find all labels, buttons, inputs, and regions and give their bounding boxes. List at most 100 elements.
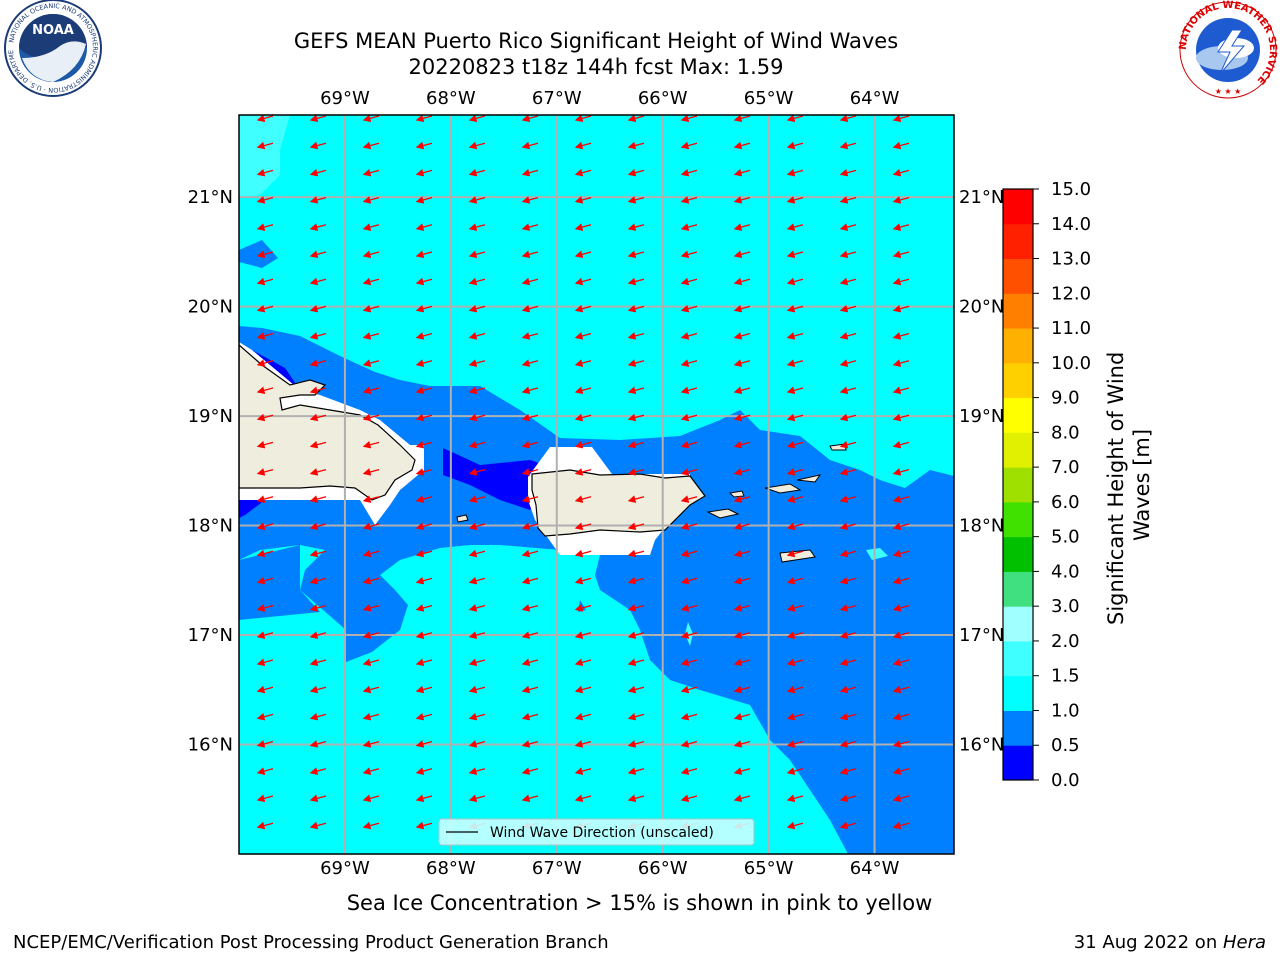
wind-wave-arrow [362, 767, 380, 775]
wind-wave-arrow [627, 522, 645, 531]
wind-wave-arrow [521, 468, 539, 476]
wind-wave-arrow [839, 685, 857, 694]
wind-wave-arrow [468, 576, 486, 585]
lon-tick-label-top: 67°W [532, 88, 582, 109]
wind-wave-arrow [468, 115, 486, 123]
lon-tick-label-top: 64°W [850, 88, 900, 109]
wind-wave-arrow [786, 794, 804, 803]
wind-wave-arrow [309, 522, 327, 531]
colorbar-segment [1003, 223, 1033, 260]
wind-wave-arrow [521, 115, 539, 123]
wind-wave-arrow [786, 115, 804, 123]
wind-wave-arrow [627, 386, 645, 395]
wind-wave-arrow [627, 304, 645, 313]
wind-wave-arrow [521, 549, 539, 558]
wind-wave-arrow [256, 223, 274, 231]
wind-wave-arrow [627, 359, 645, 367]
wind-wave-arrow [627, 767, 645, 775]
wind-wave-arrow [468, 549, 486, 558]
lon-tick-label-bottom: 64°W [850, 858, 900, 879]
wind-wave-arrow [309, 767, 327, 775]
wind-wave-arrow [468, 495, 486, 503]
wind-wave-arrow [733, 658, 751, 667]
wind-wave-arrow [521, 604, 539, 612]
wind-wave-arrow [309, 332, 327, 340]
wind-wave-arrow [839, 794, 857, 803]
wind-wave-arrow [362, 168, 380, 177]
wind-wave-arrow [839, 168, 857, 177]
wind-wave-arrow [733, 196, 751, 204]
wind-wave-arrow [892, 168, 910, 177]
wind-wave-arrow [892, 740, 910, 748]
colorbar-tick-label: 6.0 [1051, 492, 1080, 513]
wind-wave-arrow [892, 196, 910, 204]
wind-wave-arrow [574, 304, 592, 313]
wind-wave-arrow [680, 386, 698, 395]
wind-wave-arrow [362, 250, 380, 259]
lat-tick-label-left: 17°N [188, 625, 233, 646]
wind-wave-arrow [892, 468, 910, 476]
legend-label: Wind Wave Direction (unscaled) [490, 825, 714, 841]
colorbar-segment [1003, 293, 1033, 329]
wind-wave-arrow [309, 604, 327, 612]
wind-wave-arrow [468, 740, 486, 748]
wind-wave-arrow [733, 141, 751, 150]
wind-wave-arrow [362, 712, 380, 721]
wind-wave-arrow [415, 440, 433, 449]
wind-wave-arrow [415, 115, 433, 123]
wind-wave-arrow [574, 359, 592, 367]
wind-wave-arrow [574, 794, 592, 803]
wind-wave-arrow [362, 522, 380, 531]
wind-wave-arrow [786, 413, 804, 422]
wind-wave-arrow [627, 604, 645, 612]
wind-wave-arrow [256, 495, 274, 503]
noaa-logo-icon: NATIONAL OCEANIC AND ATMOSPHERIC ADMINIS… [0, 0, 102, 97]
wind-wave-arrow [415, 767, 433, 775]
wind-wave-arrow [362, 413, 380, 422]
wind-wave-arrow [256, 386, 274, 395]
wind-wave-arrow [309, 359, 327, 367]
lat-tick-label-right: 17°N [959, 625, 1004, 646]
wind-wave-arrow [521, 332, 539, 340]
wind-wave-arrow [309, 115, 327, 123]
wind-wave-arrow [256, 740, 274, 748]
wind-wave-arrow [574, 549, 592, 558]
wind-wave-arrow [256, 304, 274, 313]
lat-tick-label-left: 16°N [188, 735, 233, 756]
wind-wave-arrow [839, 576, 857, 585]
wind-wave-arrow [468, 440, 486, 449]
wind-wave-arrow [627, 141, 645, 150]
wind-wave-arrow [680, 685, 698, 694]
wind-wave-arrow [256, 685, 274, 694]
wind-wave-arrow [733, 604, 751, 612]
wind-wave-arrow [839, 440, 857, 449]
chart-title: GEFS MEAN Puerto Rico Significant Height… [293, 29, 899, 53]
wind-wave-arrow [574, 740, 592, 748]
wind-wave-arrow [362, 332, 380, 340]
wind-wave-arrow [362, 685, 380, 694]
wind-wave-arrow [415, 168, 433, 177]
wind-wave-arrow [733, 413, 751, 422]
wind-wave-arrow [680, 468, 698, 476]
colorbar-segment [1003, 571, 1033, 607]
colorbar-tick-label: 11.0 [1051, 318, 1091, 339]
map-legend: Wind Wave Direction (unscaled) [438, 818, 755, 846]
wind-wave-arrow [627, 576, 645, 585]
wind-wave-arrow [468, 468, 486, 476]
wind-wave-arrow [468, 223, 486, 231]
wind-wave-arrow [839, 250, 857, 259]
colorbar-tick-label: 14.0 [1051, 214, 1091, 235]
wind-wave-arrow [362, 440, 380, 449]
wind-wave-arrow [892, 576, 910, 585]
lat-tick-label-left: 20°N [188, 297, 233, 318]
wind-wave-arrow [415, 223, 433, 231]
wind-wave-arrow [468, 250, 486, 259]
wind-wave-arrow [521, 576, 539, 585]
wind-wave-arrow [839, 549, 857, 558]
wind-wave-arrow [309, 631, 327, 639]
colorbar-segment [1003, 397, 1033, 433]
wind-wave-arrow [256, 549, 274, 558]
wind-wave-arrow [468, 794, 486, 803]
wind-wave-arrow [627, 685, 645, 694]
colorbar-segment [1003, 362, 1033, 399]
